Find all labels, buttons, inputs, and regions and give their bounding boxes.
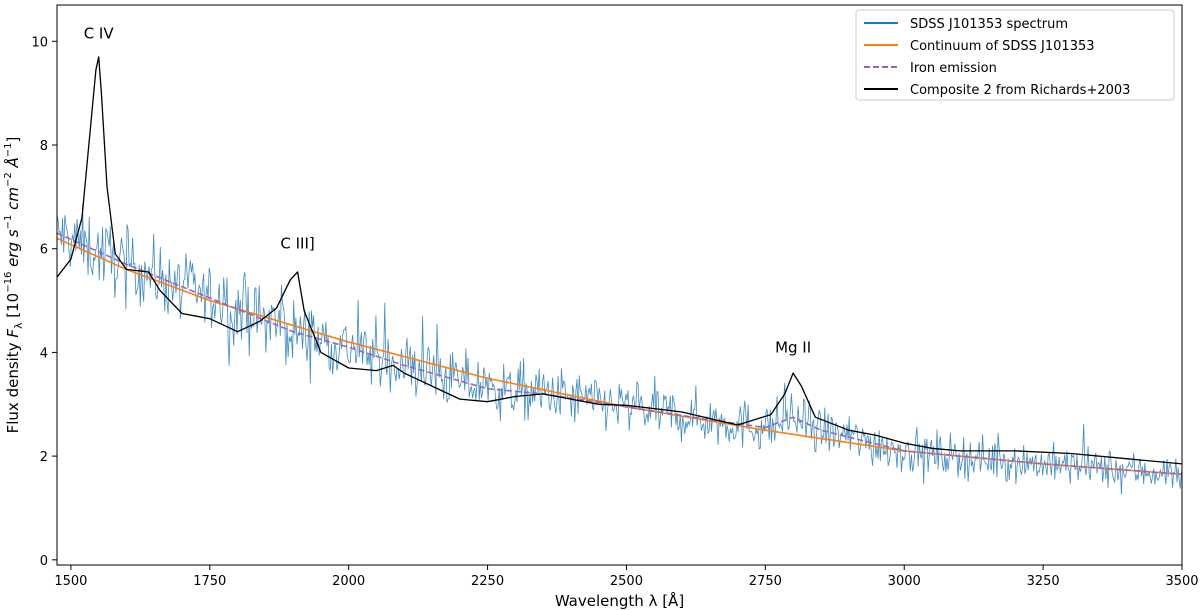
y-tick-label: 10 [31, 35, 48, 50]
legend: SDSS J101353 spectrum Continuum of SDSS … [855, 9, 1175, 101]
x-tick-label: 3500 [1165, 574, 1198, 589]
y-axis-label-subscript: λ [12, 322, 25, 329]
x-tick-label: 3000 [888, 574, 921, 589]
y-axis-label-prefix: Flux density [4, 338, 22, 434]
x-tick-label: 2500 [610, 574, 643, 589]
series-line-spectrum [57, 204, 1182, 495]
y-axis-label-exp4: −1 [3, 142, 14, 157]
x-tick-label: 2750 [749, 574, 782, 589]
y-axis-label-exp1: −16 [3, 272, 14, 293]
series-layer [57, 56, 1182, 495]
legend-entry-iron: Iron emission [910, 61, 997, 76]
x-tick-label: 1500 [54, 574, 87, 589]
x-tick-label: 2000 [332, 574, 365, 589]
x-tick-label: 1750 [193, 574, 226, 589]
y-tick-label: 0 [40, 554, 48, 569]
y-tick-label: 4 [40, 346, 48, 361]
y-tick-label: 2 [40, 450, 48, 465]
legend-entry-composite: Composite 2 from Richards+2003 [910, 83, 1130, 98]
x-tick-label: 3250 [1027, 574, 1060, 589]
y-axis-label-bracket: [10 [4, 293, 22, 323]
legend-entry-continuum: Continuum of SDSS J101353 [910, 39, 1095, 54]
series-line-composite [57, 56, 1182, 465]
legend-entry-spectrum: SDSS J101353 spectrum [910, 17, 1068, 32]
annotation-label: C III] [280, 235, 314, 253]
plot-frame [56, 4, 1183, 566]
y-axis-label-bracket-close: ] [4, 137, 22, 143]
y-axis-label-erg: erg s [4, 229, 22, 271]
y-axis-label-exp2: −1 [3, 215, 14, 230]
y-axis-label-cm: cm [4, 187, 22, 215]
annotation-label: C IV [84, 25, 115, 43]
series-line-iron [57, 232, 1182, 476]
y-tick-label: 8 [40, 139, 48, 154]
y-axis-label-exp3: −2 [3, 172, 14, 187]
legend-box [855, 9, 1175, 101]
x-axis-ticks: 1500 1750 2000 2250 2500 2750 3000 3250 3500 [54, 565, 1199, 589]
annotation-label: Mg II [775, 338, 811, 356]
y-axis-ticks: 0 2 4 6 8 10 [31, 35, 57, 569]
x-tick-label: 2250 [471, 574, 504, 589]
y-axis-label-angstrom: Å [3, 157, 22, 172]
x-axis-label: Wavelength λ [Å] [555, 591, 684, 610]
y-axis-label-symbol: F [4, 329, 22, 338]
y-axis-label: Flux density Fλ [10−16 erg s−1 cm−2 Å−1] [3, 137, 25, 434]
annotations: C IV C III] Mg II [84, 25, 811, 357]
y-tick-label: 6 [40, 243, 48, 258]
series-line-continuum [57, 237, 1182, 476]
